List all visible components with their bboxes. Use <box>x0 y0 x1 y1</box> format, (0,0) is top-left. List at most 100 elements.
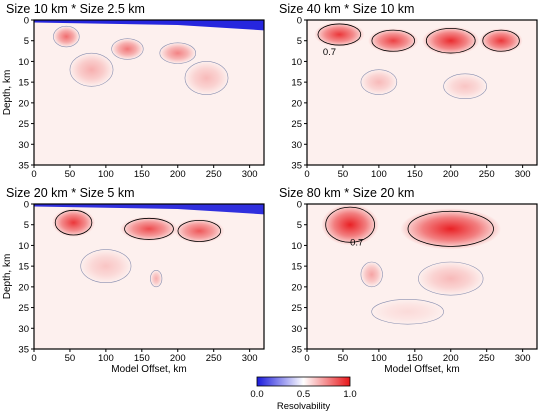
panel-frame <box>33 203 265 350</box>
resolvability-blob <box>159 42 196 64</box>
heatmap-field <box>314 22 523 100</box>
resolvability-blob <box>422 26 480 56</box>
y-tick-label: 15 <box>291 262 302 273</box>
contour-line-faint <box>159 42 197 64</box>
y-tick-label: 5 <box>24 220 29 231</box>
x-tick-label: 0 <box>304 353 309 364</box>
x-axis-label: Model Offset, km <box>111 364 186 375</box>
x-tick-label: 50 <box>338 353 349 364</box>
y-tick-label: 10 <box>18 57 29 68</box>
panel-4: 0.7 0 50 100 150 200 250 300 0 5 10 15 20 25 30 35 Size … <box>279 186 538 375</box>
resolvability-blob <box>174 218 225 244</box>
contour-line-faint <box>80 249 132 284</box>
y-tick-label: 15 <box>291 78 302 89</box>
y-tick-label: 30 <box>18 324 29 335</box>
contour-line-faint <box>150 269 163 288</box>
contour-line-faint <box>360 261 383 288</box>
resolvability-blob <box>69 53 114 87</box>
y-tick-label: 20 <box>291 282 302 293</box>
y-tick-label: 5 <box>297 220 302 231</box>
y-tick-label: 20 <box>291 98 302 109</box>
y-tick-label: 10 <box>291 241 302 252</box>
y-tick-label: 0 <box>24 16 29 27</box>
y-tick-label: 0 <box>24 200 29 211</box>
x-tick-label: 250 <box>479 353 495 364</box>
panel-1: 0 50 100 150 200 250 300 0 5 10 15 20 25 30 35 Size 10 … <box>2 2 265 180</box>
y-tick-label: 25 <box>18 303 29 314</box>
contour-line-faint <box>360 69 398 95</box>
contour-line-faint <box>69 52 114 87</box>
surface-band <box>34 204 264 215</box>
y-tick-label: 30 <box>291 324 302 335</box>
x-tick-label: 100 <box>98 353 114 364</box>
y-tick-label: 35 <box>291 161 302 172</box>
x-tick-label: 50 <box>338 169 349 180</box>
x-tick-label: 0 <box>31 353 36 364</box>
panel-frame <box>306 203 538 350</box>
heatmap-field <box>321 204 502 325</box>
x-axis-label: Model Offset, km <box>384 364 459 375</box>
contour-line-faint <box>184 61 229 95</box>
colorbar-bar <box>256 376 351 387</box>
x-tick-label: 150 <box>407 169 423 180</box>
panel-3: 0 50 100 150 200 250 300 0 5 10 15 20 25 30 35 Size 20 … <box>2 186 265 375</box>
resolvability-blob <box>360 69 397 95</box>
heatmap-field <box>34 20 264 95</box>
panel-frame <box>33 19 265 166</box>
y-tick-label: 25 <box>291 303 302 314</box>
x-tick-label: 200 <box>443 353 459 364</box>
x-tick-label: 150 <box>134 353 150 364</box>
contour-line <box>425 27 476 54</box>
contour-line <box>407 210 494 247</box>
x-tick-label: 50 <box>65 353 76 364</box>
contour-line <box>371 29 416 52</box>
x-tick-label: 100 <box>98 169 114 180</box>
x-tick-label: 300 <box>515 353 531 364</box>
heatmap-field <box>34 204 264 288</box>
x-tick-label: 250 <box>479 169 495 180</box>
y-tick-label: 35 <box>18 345 29 356</box>
resolvability-blob <box>184 61 229 95</box>
panel-title: Size 80 km * Size 20 km <box>279 186 414 200</box>
y-tick-label: 5 <box>24 36 29 47</box>
contour-line-faint <box>53 25 80 48</box>
resolvability-blob <box>443 73 487 99</box>
x-tick-label: 200 <box>443 169 459 180</box>
x-tick-label: 100 <box>371 353 387 364</box>
resolvability-blob <box>418 262 484 296</box>
contour-line <box>325 206 375 243</box>
resolvability-blob <box>51 208 96 238</box>
resolvability-blob <box>120 216 178 242</box>
y-tick-label: 15 <box>18 78 29 89</box>
resolvability-blob <box>321 204 379 246</box>
resolvability-blob <box>479 28 523 54</box>
x-tick-label: 150 <box>407 353 423 364</box>
y-tick-label: 5 <box>297 36 302 47</box>
y-tick-label: 35 <box>18 161 29 172</box>
x-tick-label: 0 <box>304 169 309 180</box>
contour-line-faint <box>111 38 144 60</box>
y-axis-label: Depth, km <box>2 254 13 300</box>
colorbar-label: Resolvability <box>277 401 331 412</box>
resolvability-blob <box>371 299 444 325</box>
panel-title: Size 20 km * Size 5 km <box>6 186 135 200</box>
contour-line <box>177 219 222 242</box>
y-tick-label: 0 <box>297 16 302 27</box>
x-tick-label: 250 <box>206 169 222 180</box>
contour-line-faint <box>371 298 444 325</box>
x-tick-label: 300 <box>515 169 531 180</box>
contour-line <box>482 29 520 52</box>
resolvability-blob <box>314 22 365 47</box>
y-tick-label: 25 <box>18 119 29 130</box>
contour-label: 0.7 <box>323 47 336 58</box>
resolvability-blob <box>400 208 502 250</box>
surface-band <box>34 20 264 31</box>
y-tick-label: 35 <box>291 345 302 356</box>
y-tick-label: 0 <box>297 200 302 211</box>
colorbar-tick-label: 0.5 <box>297 389 310 400</box>
resolvability-blob <box>80 249 132 283</box>
y-tick-label: 25 <box>291 119 302 130</box>
x-tick-label: 200 <box>170 353 186 364</box>
y-tick-label: 10 <box>18 241 29 252</box>
